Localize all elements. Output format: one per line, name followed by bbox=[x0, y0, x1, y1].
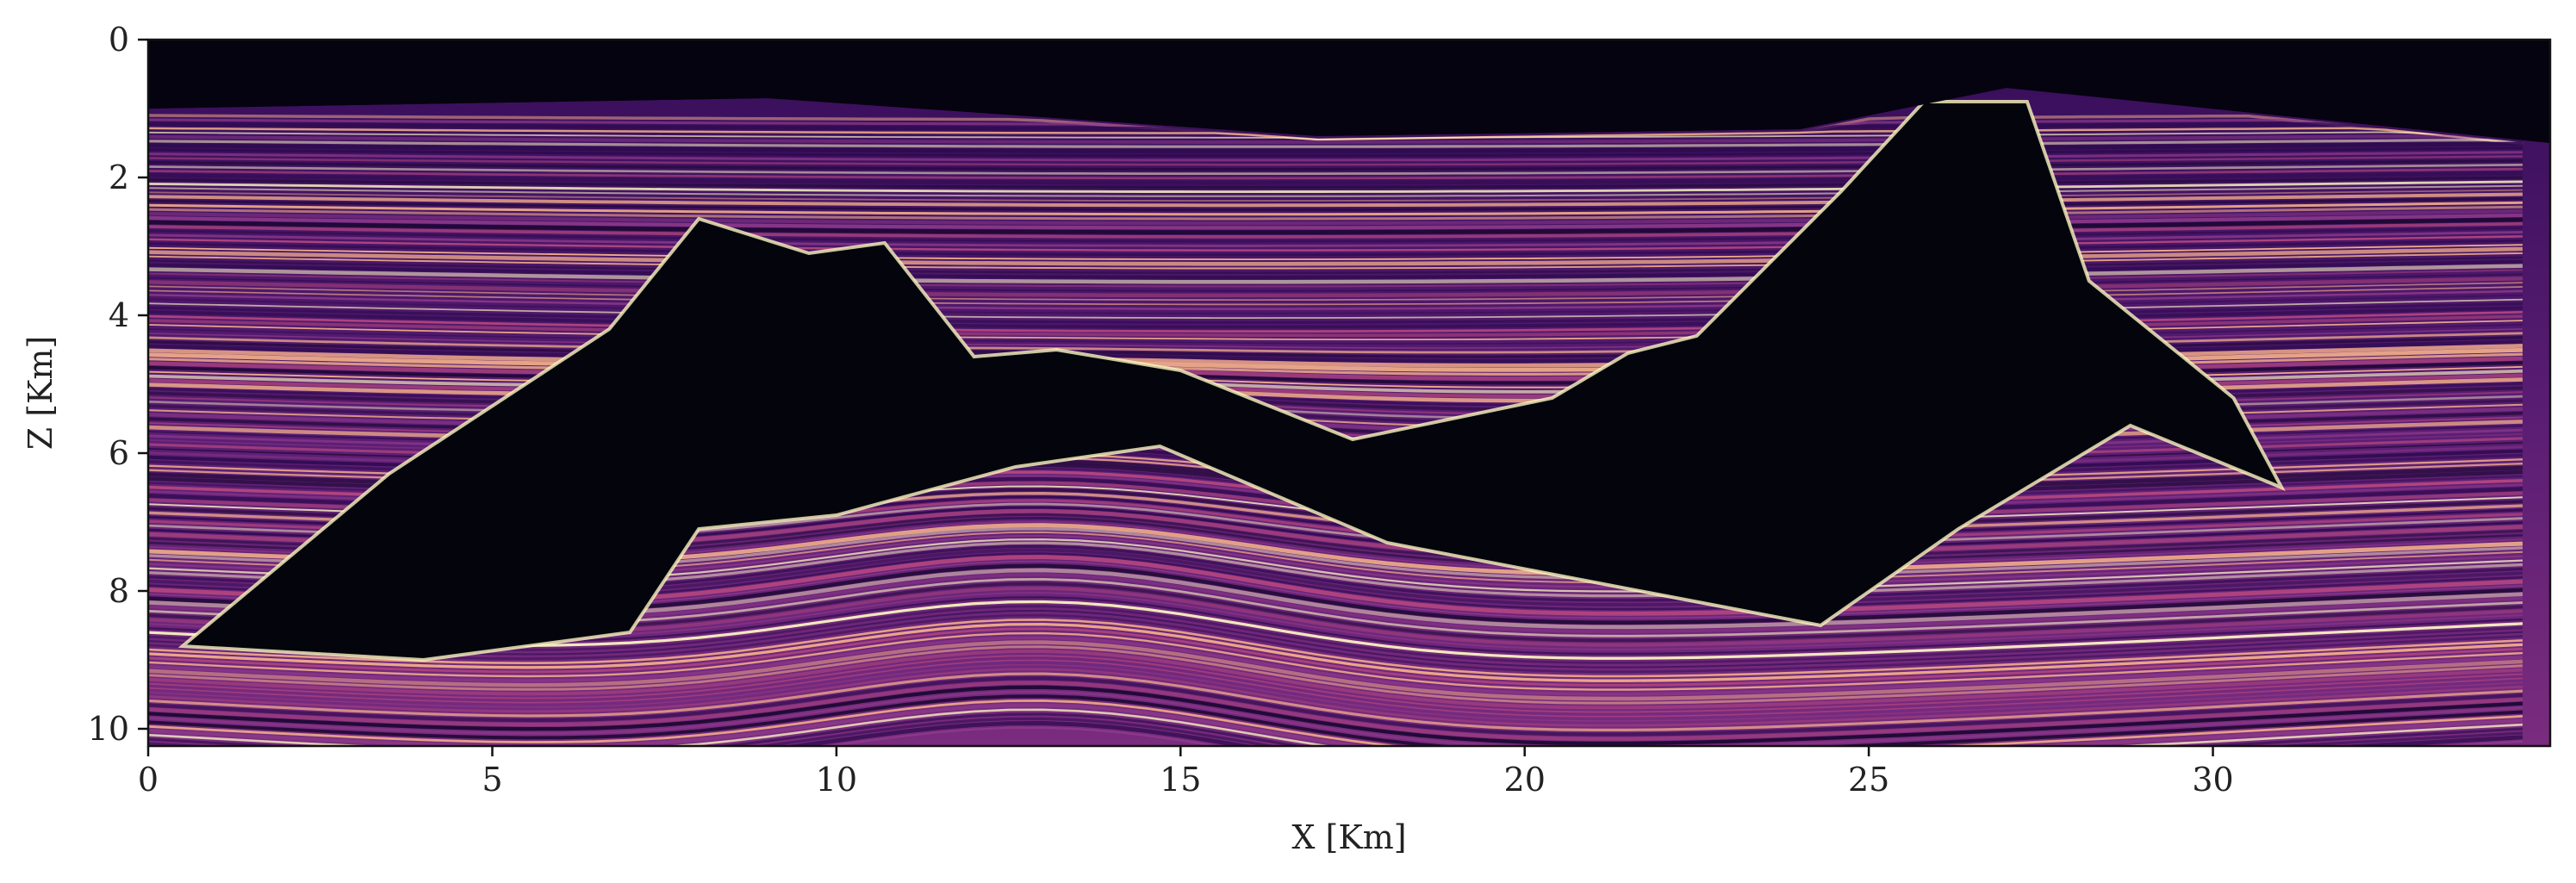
reflector-line bbox=[148, 627, 2523, 687]
reflector-line bbox=[148, 227, 2523, 243]
reflector-line bbox=[148, 619, 2523, 678]
reflector-line bbox=[148, 276, 2523, 298]
reflector-line bbox=[148, 269, 2523, 288]
salt-body bbox=[182, 102, 2282, 660]
reflector-line bbox=[148, 197, 2523, 211]
reflector-line bbox=[148, 681, 2523, 741]
x-tick-label: 20 bbox=[1504, 761, 1546, 799]
y-axis-label: Z [Km] bbox=[22, 336, 59, 451]
reflector-line bbox=[148, 141, 2523, 153]
reflector-line bbox=[148, 663, 2523, 722]
x-tick-label: 25 bbox=[1848, 761, 1889, 799]
plot-frame bbox=[146, 38, 2552, 748]
reflector-line bbox=[148, 205, 2523, 221]
reflector-line bbox=[148, 694, 2523, 746]
reflector-line bbox=[148, 213, 2523, 230]
reflector-line bbox=[148, 613, 2523, 674]
reflector-line bbox=[148, 282, 2523, 302]
plot-area bbox=[148, 40, 2550, 746]
reflector-line bbox=[148, 221, 2523, 239]
water-layer bbox=[148, 40, 2550, 143]
x-axis: 0 5 10 15 20 25 30 bbox=[138, 746, 2234, 799]
reflector-line bbox=[148, 235, 2523, 252]
reflector-line bbox=[148, 131, 2523, 145]
reflector-line bbox=[148, 259, 2523, 279]
reflector-line bbox=[148, 138, 2523, 148]
reflector-line bbox=[148, 699, 2523, 746]
reflector-line bbox=[148, 146, 2523, 158]
x-tick-label: 30 bbox=[2192, 761, 2233, 799]
y-tick-label: 0 bbox=[109, 21, 129, 59]
reflector-line bbox=[148, 217, 2523, 235]
reflector-line bbox=[148, 645, 2523, 705]
x-tick-label: 0 bbox=[138, 761, 159, 799]
reflector-line bbox=[148, 256, 2523, 275]
y-tick-label: 6 bbox=[109, 434, 129, 472]
reflector-line bbox=[148, 298, 2523, 319]
reflector-line bbox=[148, 189, 2523, 202]
x-tick-label: 5 bbox=[482, 761, 502, 799]
reflector-line bbox=[148, 209, 2523, 226]
x-tick-label: 15 bbox=[1160, 761, 1201, 799]
reflector-line bbox=[148, 609, 2523, 668]
reflector-line bbox=[148, 622, 2523, 682]
y-tick-label: 2 bbox=[109, 159, 129, 196]
reflector-line bbox=[148, 252, 2523, 270]
reflector-line bbox=[148, 155, 2523, 166]
reflector-line bbox=[148, 201, 2523, 216]
reflector-line bbox=[148, 184, 2523, 197]
reflector-line bbox=[148, 176, 2523, 189]
x-axis-label: X [Km] bbox=[1291, 818, 1406, 856]
reflector-line bbox=[148, 659, 2523, 718]
reflector-line bbox=[148, 676, 2523, 737]
reflector-line bbox=[148, 294, 2523, 314]
x-tick-label: 10 bbox=[816, 761, 857, 799]
reflector-line bbox=[148, 192, 2523, 208]
salt-boundary-reflection bbox=[177, 100, 2286, 662]
reflector-line bbox=[148, 286, 2523, 306]
reflector-line bbox=[148, 159, 2523, 171]
reflector-line bbox=[148, 690, 2523, 746]
reflector-line bbox=[148, 605, 2523, 664]
reflector-line bbox=[148, 672, 2523, 731]
reflector-line bbox=[148, 134, 2523, 146]
reflector-bands bbox=[148, 114, 2523, 746]
reflector-line bbox=[148, 151, 2523, 162]
reflector-line bbox=[148, 244, 2523, 261]
reflector-line bbox=[148, 273, 2523, 292]
reflector-line bbox=[148, 167, 2523, 180]
reflector-line bbox=[148, 703, 2523, 746]
reflector-line bbox=[148, 655, 2523, 713]
reflector-line bbox=[148, 239, 2523, 257]
reflector-line bbox=[148, 668, 2523, 727]
reflector-line bbox=[148, 636, 2523, 696]
reflector-line bbox=[148, 289, 2523, 310]
reflector-line bbox=[148, 631, 2523, 691]
y-tick-label: 4 bbox=[109, 296, 129, 334]
reflector-line bbox=[148, 163, 2523, 175]
reflector-line bbox=[148, 231, 2523, 247]
y-tick-label: 8 bbox=[109, 572, 129, 610]
reflector-line bbox=[148, 264, 2523, 284]
reflector-line bbox=[148, 640, 2523, 701]
reflector-line bbox=[148, 649, 2523, 710]
reflector-line bbox=[148, 685, 2523, 746]
axes: 0 5 10 15 20 25 30 0 2 4 6 8 10 X [Km] Z [Km] bbox=[22, 21, 2552, 856]
y-tick-label: 10 bbox=[88, 710, 129, 748]
y-axis: 0 2 4 6 8 10 bbox=[88, 21, 148, 748]
reflector-line bbox=[148, 246, 2523, 266]
reflector-line bbox=[148, 171, 2523, 185]
reflector-line bbox=[148, 180, 2523, 194]
